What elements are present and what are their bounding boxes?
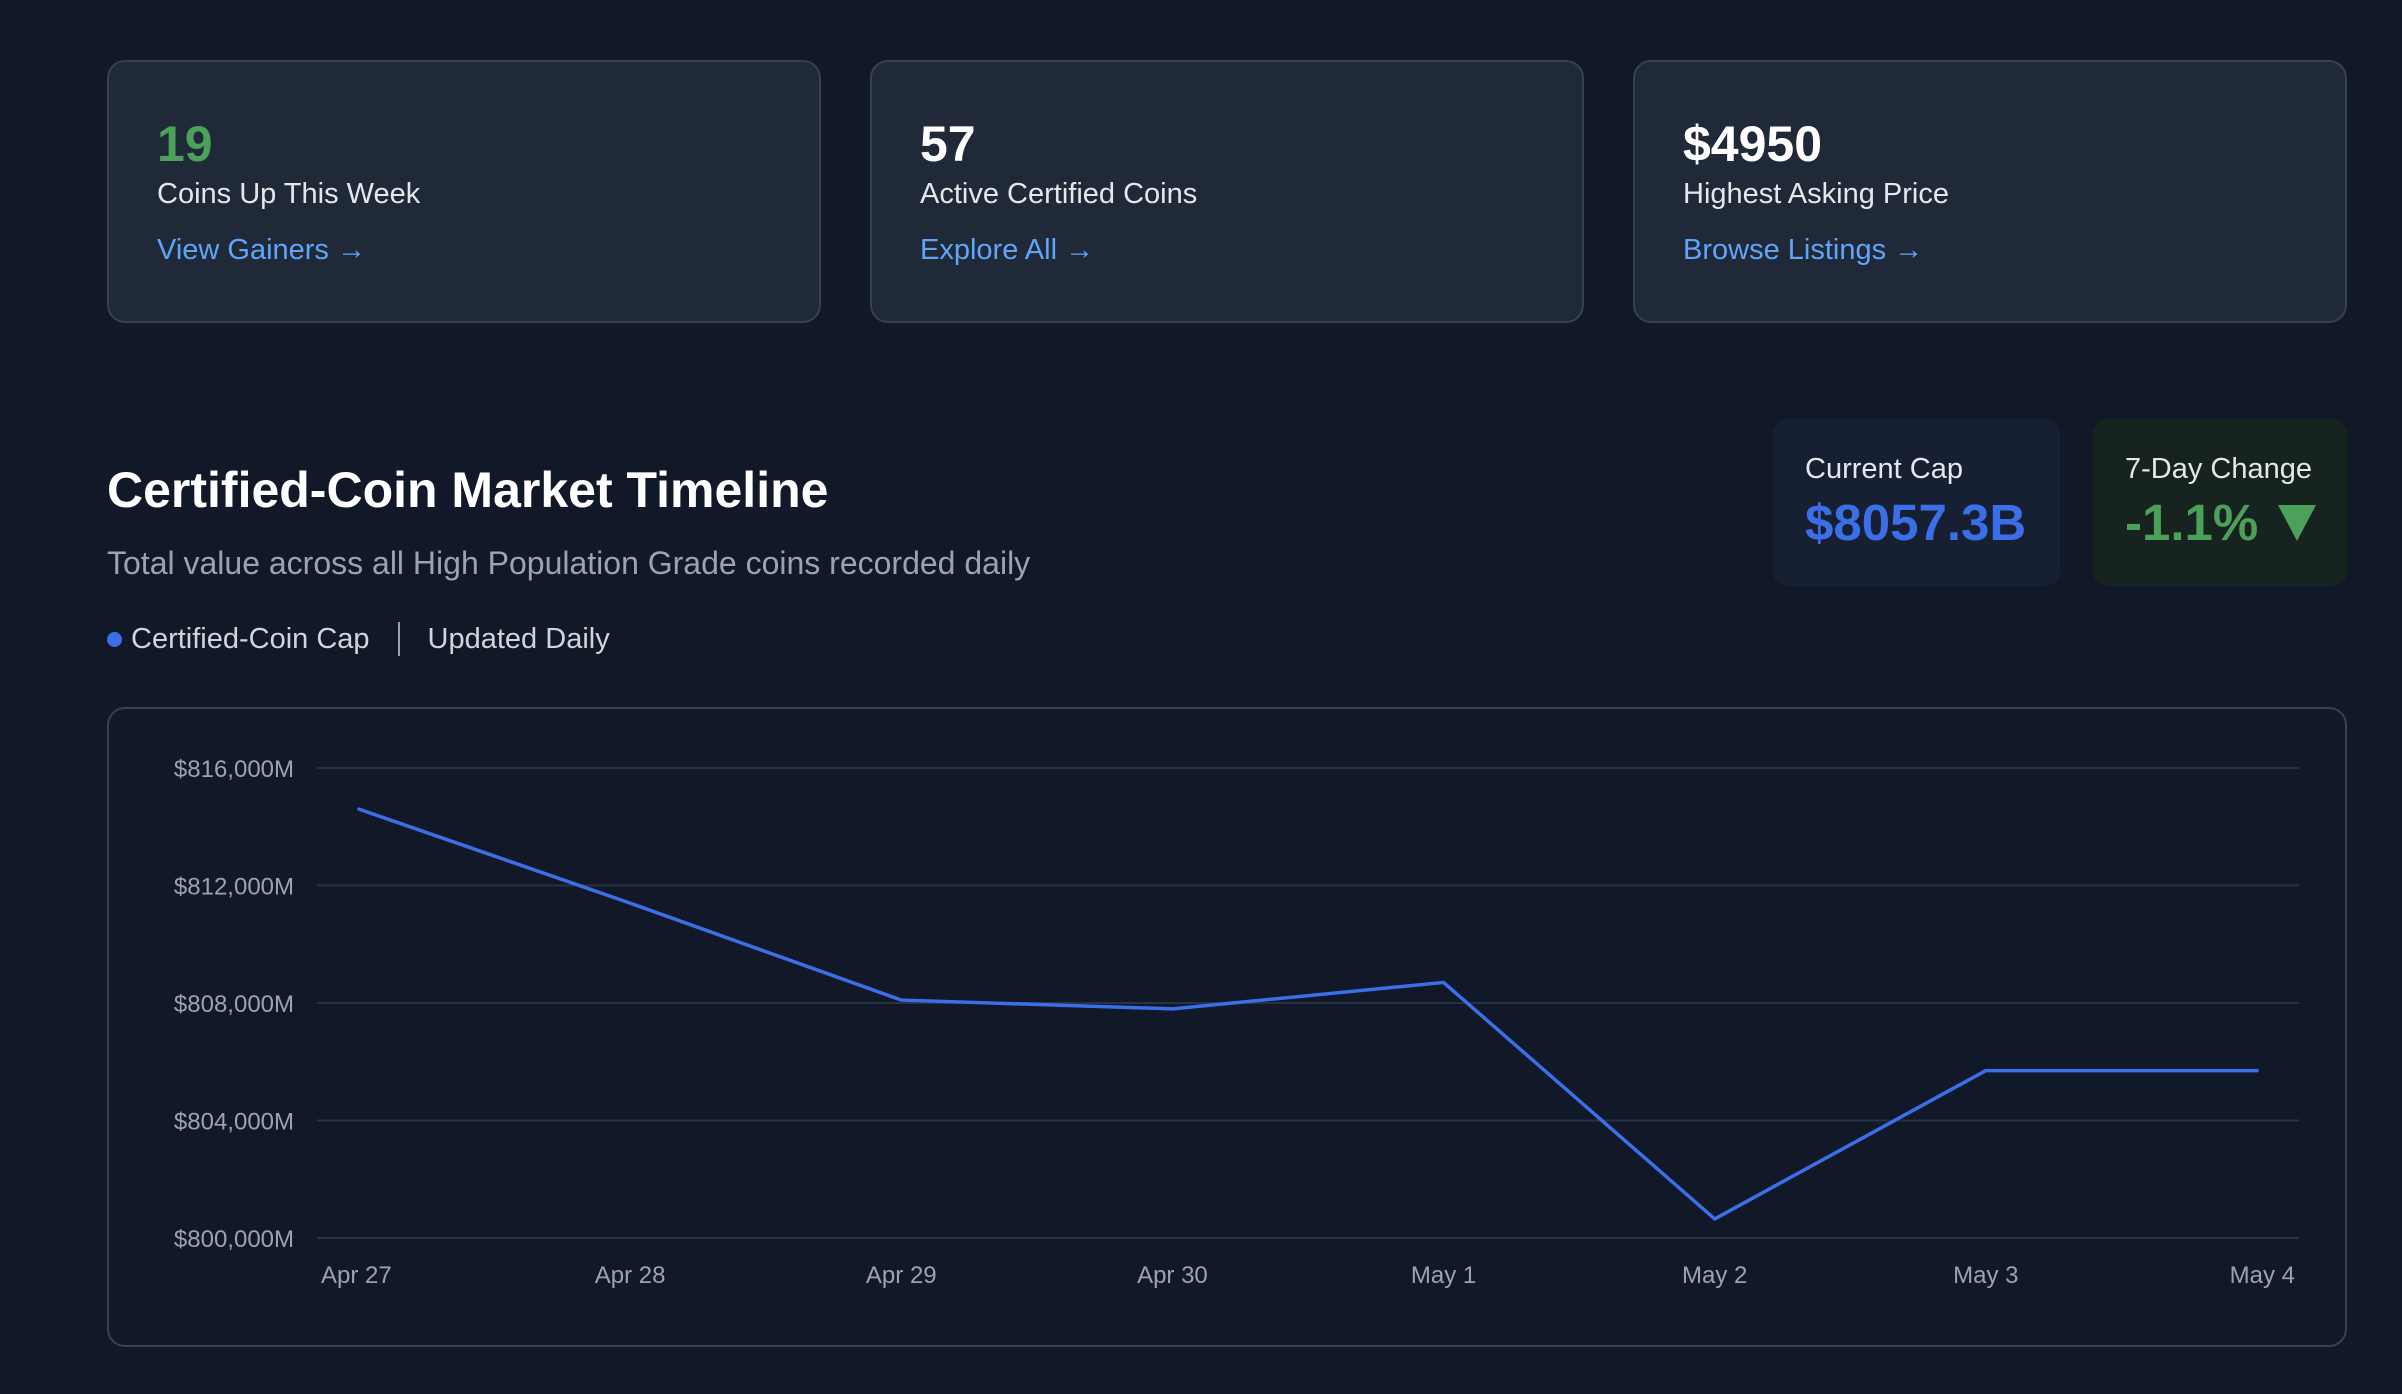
browse-listings-link[interactable]: Browse Listings → — [1683, 234, 1924, 266]
legend-dot-icon — [107, 631, 122, 647]
chart-legend: Certified-Coin Cap Updated Daily — [107, 618, 610, 660]
update-frequency-label: Updated Daily — [427, 623, 610, 655]
stat-value: 19 — [157, 116, 213, 172]
kpi-label: 7-Day Change — [2125, 453, 2312, 485]
x-tick-label: May 2 — [1682, 1262, 1747, 1289]
legend-divider — [397, 622, 400, 656]
triangle-down-icon — [2278, 505, 2317, 541]
stat-label: Active Certified Coins — [920, 178, 1198, 210]
x-tick-label: May 4 — [2230, 1262, 2295, 1289]
kpi-value: -1.1% — [2125, 494, 2259, 551]
legend-series-label: Certified-Coin Cap — [131, 623, 370, 655]
y-tick-label: $816,000M — [174, 756, 294, 783]
stat-card-active-coins: 57 Active Certified Coins Explore All → — [870, 60, 1584, 323]
stat-card-gainers: 19 Coins Up This Week View Gainers → — [107, 60, 821, 323]
section-title: Certified-Coin Market Timeline — [107, 462, 829, 518]
view-gainers-link[interactable]: View Gainers → — [157, 234, 366, 266]
kpi-value: $8057.3B — [1805, 494, 2027, 551]
chart-panel: $800,000M $804,000M $808,000M $812,000M $816… — [107, 707, 2347, 1347]
x-tick-label: Apr 27 — [321, 1262, 392, 1289]
x-tick-label: Apr 28 — [595, 1262, 666, 1289]
kpi-value-row: -1.1% — [2125, 493, 2317, 553]
explore-all-link[interactable]: Explore All → — [920, 234, 1095, 266]
x-tick-label: Apr 30 — [1137, 1262, 1208, 1289]
y-tick-label: $804,000M — [174, 1109, 294, 1136]
x-tick-label: May 1 — [1411, 1262, 1476, 1289]
y-tick-label: $812,000M — [174, 874, 294, 901]
stat-value: 57 — [920, 116, 976, 172]
stat-label: Coins Up This Week — [157, 178, 421, 210]
stat-label: Highest Asking Price — [1683, 178, 1949, 210]
y-tick-label: $800,000M — [174, 1226, 294, 1253]
stat-cards: 19 Coins Up This Week View Gainers → 57 … — [107, 60, 2347, 323]
current-cap-kpi: Current Cap $8057.3B — [1773, 419, 2060, 586]
stat-value: $4950 — [1683, 116, 1823, 172]
section-subtitle: Total value across all High Population G… — [107, 545, 1031, 581]
line-chart: $800,000M $804,000M $808,000M $812,000M $816… — [174, 756, 2299, 1289]
kpi-label: Current Cap — [1805, 453, 1963, 485]
x-tick-label: Apr 29 — [866, 1262, 937, 1289]
stat-card-asking-price: $4950 Highest Asking Price Browse Listin… — [1633, 60, 2347, 323]
y-tick-label: $808,000M — [174, 991, 294, 1018]
seven-day-change-kpi: 7-Day Change -1.1% — [2093, 419, 2347, 586]
x-tick-label: May 3 — [1953, 1262, 2018, 1289]
series-line — [357, 807, 2259, 1221]
